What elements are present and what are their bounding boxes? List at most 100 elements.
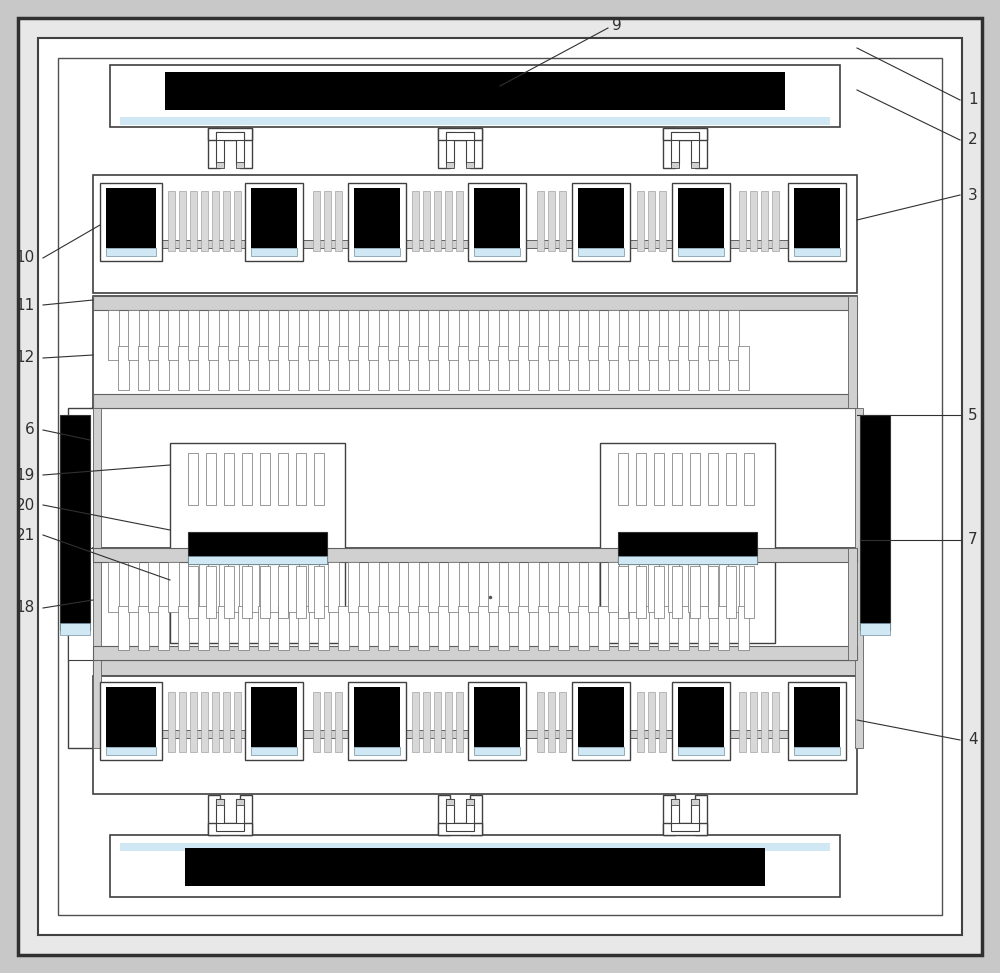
- Bar: [588, 562, 599, 612]
- Bar: [728, 562, 739, 612]
- Bar: [678, 747, 724, 755]
- Bar: [354, 248, 400, 256]
- Bar: [728, 310, 739, 360]
- Bar: [456, 692, 462, 752]
- Bar: [578, 248, 624, 256]
- Bar: [108, 730, 842, 738]
- Bar: [208, 310, 219, 360]
- Bar: [251, 248, 297, 256]
- Bar: [106, 687, 156, 747]
- Bar: [648, 191, 654, 251]
- Bar: [658, 191, 666, 251]
- Bar: [208, 562, 219, 612]
- Bar: [750, 692, 757, 752]
- Bar: [314, 453, 324, 505]
- Bar: [608, 310, 619, 360]
- Bar: [236, 799, 244, 805]
- Bar: [434, 692, 440, 752]
- Bar: [93, 646, 857, 660]
- Bar: [668, 310, 679, 360]
- Bar: [354, 687, 400, 747]
- Bar: [348, 310, 359, 360]
- Bar: [438, 346, 449, 390]
- Bar: [672, 682, 730, 760]
- Bar: [93, 296, 857, 408]
- Bar: [216, 132, 244, 140]
- Bar: [678, 188, 724, 248]
- Text: 1: 1: [968, 92, 978, 107]
- Bar: [238, 606, 249, 650]
- Bar: [698, 606, 709, 650]
- Bar: [248, 562, 259, 612]
- Bar: [637, 191, 644, 251]
- Bar: [120, 843, 830, 851]
- Bar: [466, 799, 474, 827]
- Bar: [128, 310, 139, 360]
- Bar: [618, 346, 629, 390]
- Text: 9: 9: [612, 18, 622, 32]
- Bar: [398, 606, 409, 650]
- Bar: [448, 562, 459, 612]
- Bar: [446, 132, 454, 164]
- Bar: [212, 191, 218, 251]
- Bar: [328, 310, 339, 360]
- Bar: [572, 682, 630, 760]
- Bar: [236, 162, 244, 168]
- Bar: [312, 191, 320, 251]
- Bar: [618, 556, 757, 564]
- Bar: [860, 415, 890, 630]
- Text: 19: 19: [16, 467, 35, 483]
- Bar: [228, 310, 239, 360]
- Bar: [251, 687, 297, 747]
- Bar: [170, 443, 345, 643]
- Bar: [671, 162, 679, 168]
- Bar: [334, 692, 342, 752]
- Bar: [93, 408, 857, 748]
- Bar: [691, 132, 699, 164]
- Bar: [108, 240, 842, 248]
- Bar: [216, 799, 224, 805]
- Bar: [422, 692, 430, 752]
- Bar: [318, 346, 329, 390]
- Bar: [558, 606, 569, 650]
- Bar: [258, 346, 269, 390]
- Bar: [788, 682, 846, 760]
- Bar: [671, 132, 699, 140]
- Bar: [548, 310, 559, 360]
- Bar: [658, 346, 669, 390]
- Bar: [222, 692, 230, 752]
- Bar: [212, 692, 218, 752]
- Bar: [708, 310, 719, 360]
- Bar: [240, 128, 252, 168]
- Text: 7: 7: [968, 532, 978, 548]
- Bar: [190, 692, 196, 752]
- Bar: [222, 191, 230, 251]
- Bar: [438, 606, 449, 650]
- Bar: [478, 346, 489, 390]
- Bar: [93, 548, 857, 562]
- Bar: [678, 687, 724, 747]
- Bar: [588, 310, 599, 360]
- Bar: [108, 562, 119, 612]
- Bar: [358, 346, 369, 390]
- Bar: [158, 606, 169, 650]
- Bar: [208, 128, 252, 140]
- Bar: [418, 346, 429, 390]
- Bar: [761, 692, 768, 752]
- Bar: [354, 188, 400, 248]
- Bar: [438, 128, 450, 168]
- Bar: [738, 346, 749, 390]
- Bar: [726, 453, 736, 505]
- Bar: [474, 747, 520, 755]
- Bar: [663, 128, 675, 168]
- Bar: [488, 310, 499, 360]
- Bar: [654, 566, 664, 618]
- Bar: [458, 346, 469, 390]
- Bar: [750, 191, 757, 251]
- Bar: [348, 562, 359, 612]
- Bar: [251, 747, 297, 755]
- Bar: [106, 747, 156, 755]
- Bar: [474, 687, 520, 747]
- Text: 2: 2: [968, 132, 978, 148]
- Bar: [200, 692, 208, 752]
